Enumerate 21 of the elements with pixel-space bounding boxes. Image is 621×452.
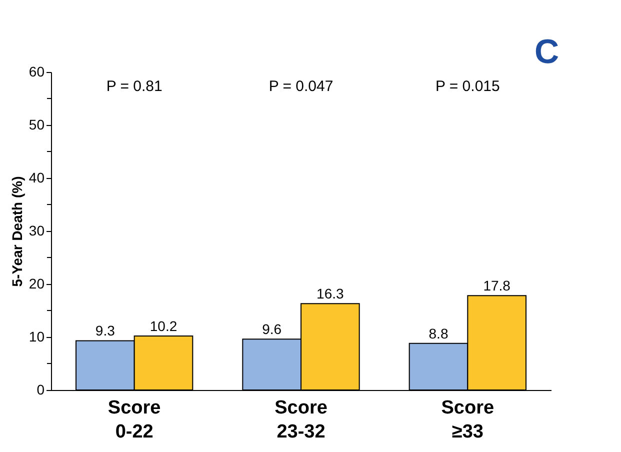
data-label: 10.2 [150, 318, 178, 334]
annotation: P = 0.81 [106, 78, 162, 95]
data-label: 16.3 [316, 286, 344, 302]
text: C [534, 33, 559, 71]
annotation: P = 0.015 [435, 78, 500, 95]
x-tick-label: Score 0-22 [108, 398, 161, 442]
y-tick-label: 60 [28, 64, 45, 80]
y-tick-label: 50 [28, 116, 45, 132]
x-tick-label: Score ≥33 [441, 398, 494, 442]
y-tick-label: 10 [28, 328, 45, 344]
y-tick-label: 40 [28, 170, 45, 186]
data-label: 9.3 [95, 322, 116, 339]
data-label: 9.6 [262, 321, 282, 338]
x-tick-label: Score 23-32 [274, 398, 328, 442]
y-tick-label: 0 [36, 382, 45, 398]
y-axis-title: 5-Year Death (%) [8, 176, 25, 287]
y-tick-label: 20 [28, 276, 45, 292]
annotation: P = 0.047 [268, 78, 334, 95]
data-label: 8.8 [428, 325, 448, 342]
y-tick-label: 30 [28, 222, 45, 238]
data-label: 17.8 [483, 278, 511, 294]
